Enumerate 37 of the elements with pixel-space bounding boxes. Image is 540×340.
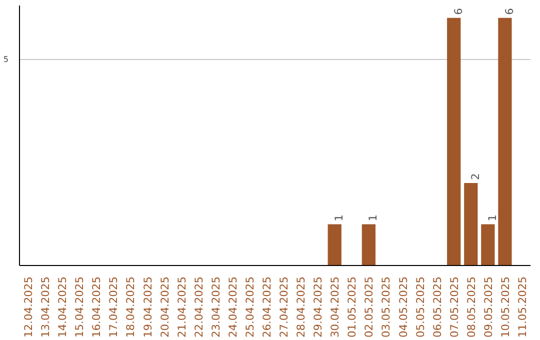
x-tick-label: 16.04.2025 <box>90 276 104 338</box>
x-tick-label: 13.04.2025 <box>39 276 52 338</box>
x-tick-label: 21.04.2025 <box>175 276 188 338</box>
x-tick-label: 15.04.2025 <box>73 276 86 338</box>
data-label: 6 <box>502 8 516 15</box>
x-tick-label: 22.04.2025 <box>192 276 206 338</box>
x-tick-label: 14.04.2025 <box>56 276 70 338</box>
x-tick-label: 09.05.2025 <box>482 276 495 338</box>
x-tick-label: 25.04.2025 <box>243 276 256 338</box>
data-label: 1 <box>366 214 380 222</box>
x-tick-label: 17.04.2025 <box>107 276 120 338</box>
data-label: 1 <box>486 214 499 222</box>
x-tick-label: 18.04.2025 <box>124 276 138 338</box>
x-tick-label: 29.04.2025 <box>312 276 325 338</box>
x-tick-label: 12.04.2025 <box>22 276 36 338</box>
x-tick-label: 01.05.2025 <box>346 276 359 338</box>
x-tick-label: 08.05.2025 <box>464 276 478 338</box>
x-tick-label: 26.04.2025 <box>260 276 274 338</box>
data-label: 2 <box>468 173 482 180</box>
x-tick-label: 06.05.2025 <box>430 276 444 338</box>
x-tick-label: 23.04.2025 <box>209 276 222 338</box>
y-tick-label: 5 <box>3 55 9 64</box>
x-tick-label: 02.05.2025 <box>362 276 376 338</box>
x-tick-label: 07.05.2025 <box>448 276 461 338</box>
x-tick-label: 10.05.2025 <box>498 276 512 338</box>
x-tick-label: 19.04.2025 <box>141 276 154 338</box>
x-tick-label: 04.05.2025 <box>396 276 410 338</box>
x-tick-label: 05.05.2025 <box>414 276 427 338</box>
x-tick-label: 28.04.2025 <box>294 276 308 338</box>
x-tick-label: 27.04.2025 <box>278 276 291 338</box>
data-label: 1 <box>332 214 346 222</box>
x-tick-label: 24.04.2025 <box>226 276 240 338</box>
x-tick-label: 11.05.2025 <box>516 276 529 338</box>
x-tick-label: 03.05.2025 <box>380 276 393 338</box>
x-tick-label: 30.04.2025 <box>328 276 342 338</box>
data-label: 6 <box>452 8 465 15</box>
x-tick-label: 20.04.2025 <box>158 276 172 338</box>
